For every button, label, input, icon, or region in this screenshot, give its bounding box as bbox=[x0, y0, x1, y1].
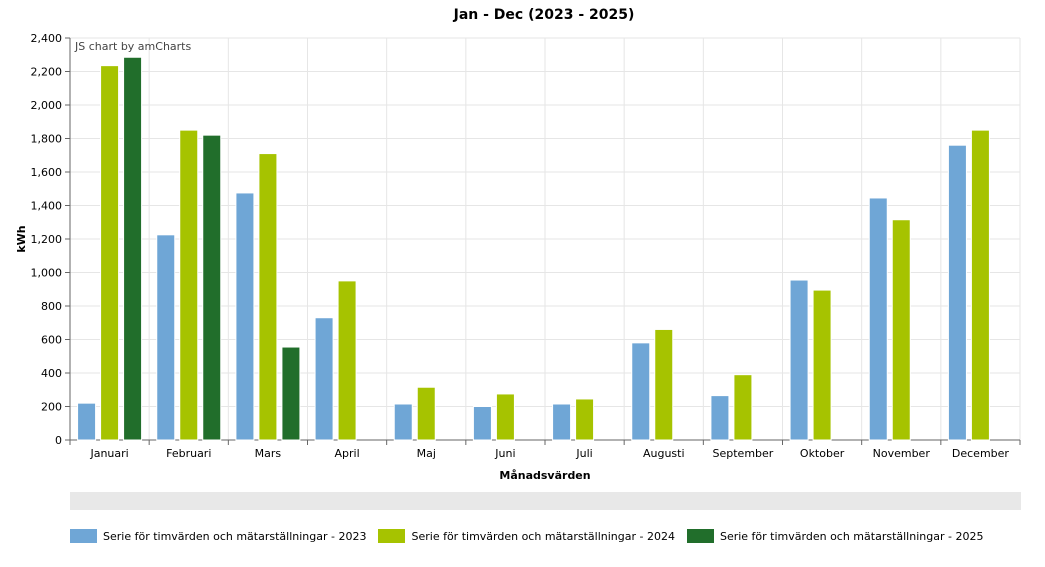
bar bbox=[100, 65, 120, 441]
legend-swatch-2024 bbox=[378, 529, 406, 543]
bar bbox=[891, 219, 911, 441]
y-tick-label: 2,000 bbox=[31, 99, 63, 112]
bar bbox=[789, 279, 809, 441]
y-tick-label: 200 bbox=[41, 401, 62, 414]
y-tick-label: 1,600 bbox=[31, 166, 63, 179]
y-tick-label: 800 bbox=[41, 300, 62, 313]
bar bbox=[202, 134, 222, 441]
y-tick-label: 400 bbox=[41, 367, 62, 380]
y-tick-label: 0 bbox=[55, 434, 62, 447]
x-tick-label: November bbox=[873, 447, 931, 460]
x-tick-label: Juli bbox=[575, 447, 592, 460]
bar bbox=[179, 129, 199, 441]
chart-scrollbar-track bbox=[70, 492, 1021, 510]
bar bbox=[258, 153, 278, 441]
x-tick-label: September bbox=[713, 447, 774, 460]
y-tick-label: 1,200 bbox=[31, 233, 63, 246]
legend-swatch-2023 bbox=[70, 529, 97, 543]
x-axis-label: Månadsvärden bbox=[499, 469, 590, 482]
bar bbox=[472, 406, 492, 441]
y-axis-label: kWh bbox=[15, 225, 28, 252]
x-tick-label: April bbox=[335, 447, 360, 460]
x-tick-label: Januari bbox=[89, 447, 128, 460]
bar bbox=[393, 403, 413, 441]
bar bbox=[416, 386, 436, 441]
legend-item-2025[interactable]: Serie för timvärden och mätarställningar… bbox=[686, 529, 984, 543]
bar bbox=[631, 342, 651, 441]
legend-label-2023: Serie för timvärden och mätarställningar… bbox=[103, 529, 367, 543]
y-tick-label: 2,400 bbox=[31, 32, 63, 45]
bar bbox=[947, 144, 967, 441]
y-tick-label: 1,400 bbox=[31, 200, 63, 213]
legend-swatch-2025 bbox=[686, 529, 714, 543]
bar bbox=[868, 197, 888, 441]
bar bbox=[77, 402, 97, 441]
y-tick-label: 1,000 bbox=[31, 267, 63, 280]
legend-item-2024[interactable]: Serie för timvärden och mätarställningar… bbox=[378, 529, 675, 543]
legend-item-2023[interactable]: Serie för timvärden och mätarställningar… bbox=[70, 529, 366, 543]
bar bbox=[970, 129, 990, 441]
bar bbox=[812, 289, 832, 441]
y-tick-label: 2,200 bbox=[31, 66, 63, 79]
bar bbox=[733, 374, 753, 441]
x-tick-label: Maj bbox=[417, 447, 436, 460]
bar bbox=[156, 234, 176, 441]
x-tick-label: Oktober bbox=[800, 447, 845, 460]
x-tick-label: Februari bbox=[166, 447, 211, 460]
bar bbox=[495, 393, 515, 441]
legend-label-2024: Serie för timvärden och mätarställningar… bbox=[411, 529, 675, 543]
bar bbox=[654, 328, 674, 441]
chart-credit: JS chart by amCharts bbox=[74, 40, 191, 53]
legend-label-2025: Serie för timvärden och mätarställningar… bbox=[719, 529, 984, 543]
x-tick-label: Augusti bbox=[643, 447, 685, 460]
bar bbox=[281, 346, 301, 441]
bar bbox=[575, 398, 595, 441]
chart-title: Jan - Dec (2023 - 2025) bbox=[453, 7, 635, 23]
bar bbox=[710, 395, 730, 441]
bar bbox=[314, 317, 334, 441]
x-tick-label: Juni bbox=[494, 447, 515, 460]
y-tick-label: 1,800 bbox=[31, 133, 63, 146]
bar bbox=[123, 56, 143, 441]
y-tick-label: 600 bbox=[41, 334, 62, 347]
bar bbox=[552, 403, 572, 441]
bar bbox=[235, 192, 255, 441]
legend: Serie för timvärden och mätarställningar… bbox=[70, 529, 995, 543]
bar bbox=[337, 280, 357, 441]
x-tick-label: Mars bbox=[255, 447, 282, 460]
x-tick-label: December bbox=[952, 447, 1010, 460]
